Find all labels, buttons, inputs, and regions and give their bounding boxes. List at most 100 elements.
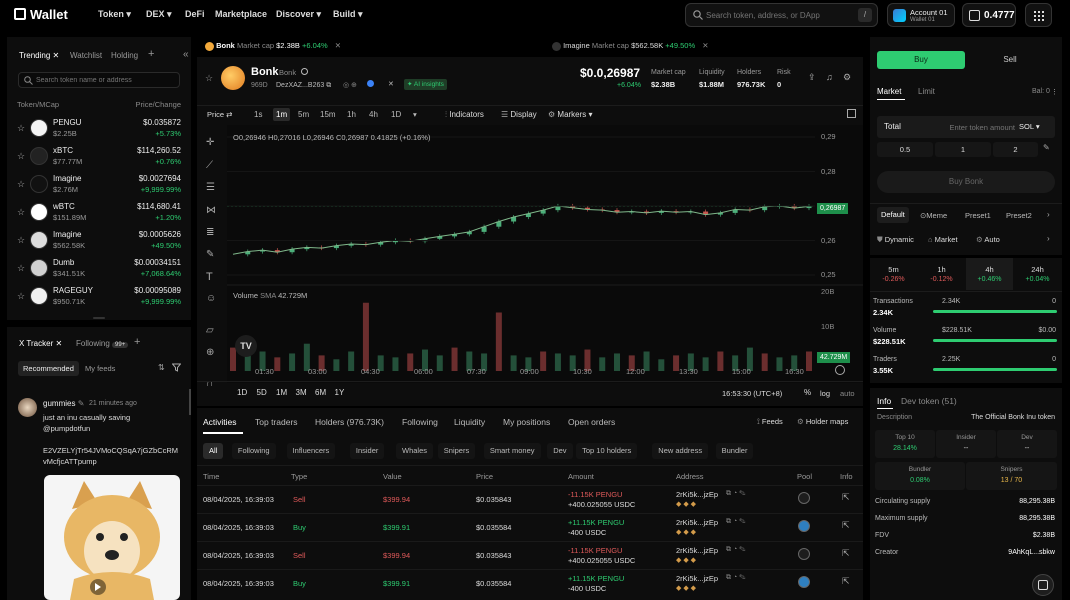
mode-dynamic[interactable]: ⛊ Dynamic — [877, 235, 914, 244]
pattern-icon[interactable]: ⋈ — [206, 205, 216, 216]
range-6M[interactable]: 6M — [315, 388, 327, 397]
info-value[interactable]: 9AhKqL...sbkw — [1008, 549, 1055, 556]
external-link-icon[interactable]: ⇱ — [842, 576, 850, 586]
tab-x-tracker[interactable]: X Tracker ✕ — [19, 339, 63, 348]
tab-my-positions[interactable]: My positions — [503, 417, 551, 427]
favorite-star-icon[interactable]: ☆ — [205, 73, 214, 83]
account-switcher[interactable]: Account 01 Wallet 01 — [887, 3, 955, 27]
global-search[interactable]: / — [685, 3, 878, 27]
tab-following[interactable]: Following 99+ — [76, 339, 129, 348]
token-row[interactable]: ☆ Dumb $341.51K $0.00034151 +7,068.64% — [7, 255, 191, 283]
filter-chip[interactable]: Dev — [547, 443, 573, 459]
table-row[interactable]: 08/04/2025, 16:39:03 Buy $399.91 $0.035584 +… — [197, 569, 863, 595]
display-button[interactable]: ☰ Display — [501, 110, 537, 119]
markers-button[interactable]: ⚙ Markers ▾ — [548, 110, 593, 119]
info-cell[interactable]: Top 10 28.14% — [875, 430, 935, 458]
filter-chip[interactable]: Snipers — [437, 443, 476, 459]
bell-icon[interactable]: ♫ — [826, 72, 833, 82]
pool-icon[interactable] — [798, 520, 810, 532]
holder-maps-button[interactable]: ⚙ Holder maps — [797, 417, 849, 426]
total-amount-input[interactable] — [927, 120, 1015, 134]
tab-liquidity[interactable]: Liquidity — [454, 417, 486, 427]
nav-dex[interactable]: DEX ▾ — [146, 9, 172, 19]
logo-text[interactable]: Wallet — [30, 7, 68, 22]
row-address[interactable]: 2rKi5k...jzEp — [676, 574, 719, 583]
magnet-icon[interactable]: ∩ — [206, 378, 214, 389]
subtab-my-feeds[interactable]: My feeds — [85, 364, 116, 373]
col-header[interactable]: Time — [203, 472, 220, 481]
global-search-input[interactable] — [706, 7, 851, 23]
col-header[interactable]: Amount — [568, 472, 594, 481]
trendline-icon[interactable]: ⟋ — [206, 160, 213, 171]
market-tab-bonk[interactable]: Bonk Market cap $2.38B +6.04% ✕ — [205, 41, 341, 55]
range-1M[interactable]: 1M — [276, 388, 288, 397]
col-header[interactable]: Type — [291, 472, 308, 481]
tab-info[interactable]: Info — [877, 396, 892, 406]
filter-chip[interactable]: Insider — [349, 443, 385, 459]
total-input-box[interactable]: Total SOL ▾ — [877, 116, 1055, 138]
add-tab-icon[interactable]: + — [148, 48, 155, 60]
mode-market[interactable]: ⌂ Market — [928, 235, 958, 244]
filter-chip[interactable]: Top 10 holders — [576, 443, 638, 459]
quick-amount-0-5[interactable]: 0.5 — [877, 142, 933, 157]
favorite-star-icon[interactable]: ☆ — [17, 179, 26, 189]
info-cell[interactable]: Snipers 13 / 70 — [966, 462, 1057, 490]
emoji-icon[interactable]: ☺ — [206, 293, 217, 304]
token-links[interactable]: ◎ ⊕ — [343, 82, 357, 89]
address-actions-icon[interactable]: ⧉ ◔ ✎ — [726, 518, 746, 525]
nav-defi[interactable]: DeFi — [185, 9, 205, 19]
address-actions-icon[interactable]: ⧉ ◔ ✎ — [726, 490, 746, 497]
log-toggle[interactable]: log — [820, 389, 831, 398]
address-actions-icon[interactable]: ⧉ ◔ ✎ — [726, 574, 746, 581]
range-1Y[interactable]: 1Y — [334, 388, 345, 397]
interval-1s[interactable]: 1s — [254, 110, 263, 119]
filter-icon[interactable] — [172, 363, 181, 372]
post-image[interactable] — [44, 475, 180, 600]
row-address[interactable]: 2rKi5k...jzEp — [676, 518, 719, 527]
token-row[interactable]: ☆ PENGU $2.25B $0.035872 +5.73% — [7, 115, 191, 143]
price-toggle[interactable]: Price ⇄ — [207, 110, 233, 119]
mode-auto[interactable]: ⚙ Auto — [976, 235, 1000, 244]
avatar[interactable] — [18, 398, 37, 417]
pool-icon[interactable] — [798, 492, 810, 504]
market-tab-imagine[interactable]: Imagine Market cap $562.58K +49.50% ✕ — [552, 41, 709, 55]
filter-chip[interactable]: Influencers — [286, 443, 336, 459]
interval-1D[interactable]: 1D — [391, 110, 402, 119]
interval-5m[interactable]: 5m — [298, 110, 310, 119]
ruler-icon[interactable]: ▱ — [206, 325, 214, 336]
nav-discover[interactable]: Discover ▾ — [276, 9, 322, 19]
token-row[interactable]: ☆ Imagine $2.76M $0.0027694 +9,999.99% — [7, 171, 191, 199]
close-icon[interactable]: ✕ — [55, 339, 63, 348]
period-5m[interactable]: 5m -0.26% — [870, 258, 917, 290]
range-3M[interactable]: 3M — [295, 388, 307, 397]
col-header[interactable]: Address — [676, 472, 704, 481]
currency-select[interactable]: SOL ▾ — [1019, 122, 1040, 131]
token-search[interactable] — [18, 72, 180, 88]
text-icon[interactable]: T — [206, 271, 213, 283]
token-row[interactable]: ☆ RAGEGUY $950.71K $0.00095089 +9,999.99% — [7, 283, 191, 311]
brush-icon[interactable]: ✎ — [206, 249, 215, 260]
address-actions-icon[interactable]: ⧉ ◔ ✎ — [726, 546, 746, 553]
tab-dev-token[interactable]: Dev token (51) — [901, 396, 957, 406]
interval-1h[interactable]: 1h — [347, 110, 356, 119]
favorite-star-icon[interactable]: ☆ — [17, 291, 26, 301]
period-24h[interactable]: 24h +0.04% — [1014, 258, 1061, 290]
favorite-star-icon[interactable]: ☆ — [17, 235, 26, 245]
token-address[interactable]: DezXAZ...B263 ⧉ — [276, 82, 332, 89]
percent-toggle[interactable]: % — [804, 388, 812, 397]
table-row[interactable]: 08/04/2025, 16:39:03 Sell $399.94 $0.035843… — [197, 541, 863, 567]
token-row[interactable]: ☆ Imagine $562.58K $0.0005626 +49.50% — [7, 227, 191, 255]
chevron-right-icon[interactable]: › — [1047, 210, 1050, 219]
buy-tab[interactable]: Buy — [877, 51, 965, 69]
tab-activities[interactable]: Activities — [203, 417, 237, 427]
balance-settings-icon[interactable]: ⋮ — [1051, 89, 1058, 96]
close-icon[interactable]: ✕ — [702, 41, 709, 50]
preset-default[interactable]: Default — [877, 207, 909, 223]
feeds-button[interactable]: ⟟ Feeds — [757, 417, 783, 426]
tab-open-orders[interactable]: Open orders — [568, 417, 616, 427]
filter-chip[interactable]: Bundler — [715, 443, 754, 459]
sort-icon[interactable]: ⇅ — [158, 363, 165, 372]
token-search-input[interactable] — [36, 74, 176, 87]
period-4h[interactable]: 4h +0.46% — [966, 258, 1013, 290]
nav-token[interactable]: Token ▾ — [98, 9, 131, 19]
